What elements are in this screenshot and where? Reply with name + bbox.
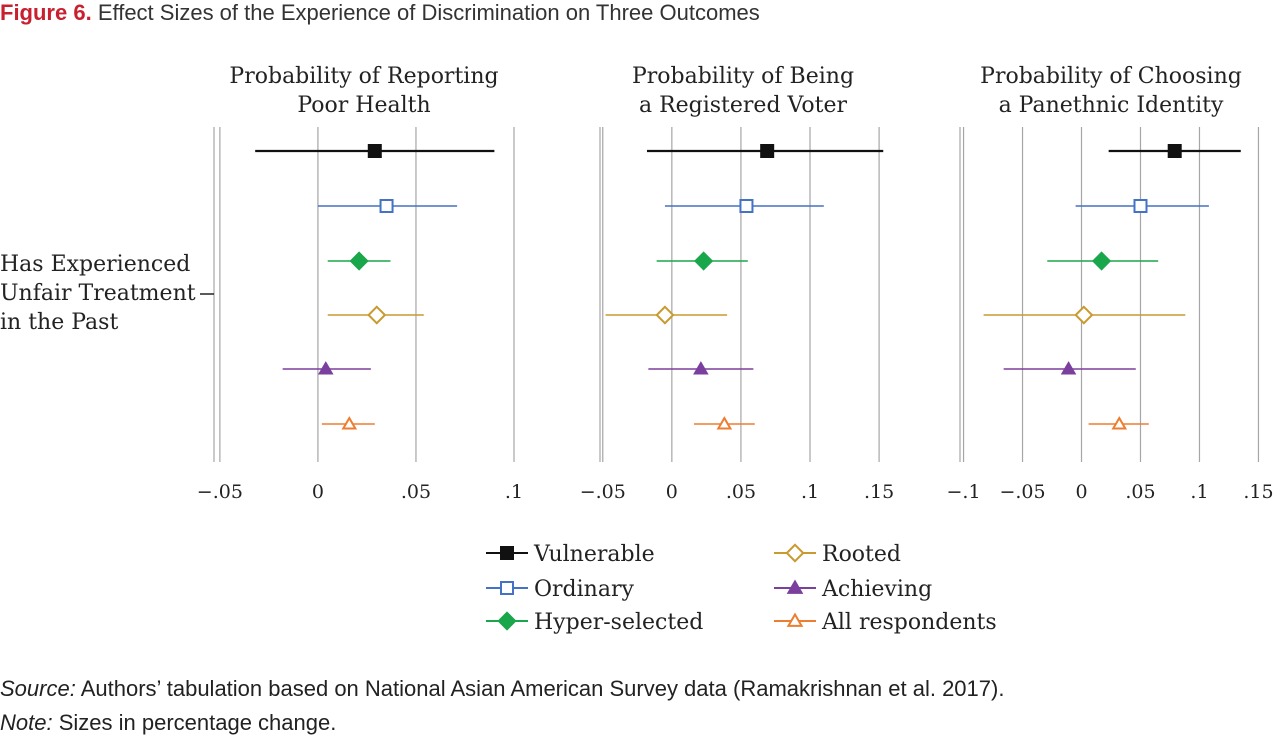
panel-1-tick-label: .05 bbox=[401, 481, 431, 503]
panel-2-achieving-point bbox=[693, 361, 709, 375]
panel-1-achieving-point bbox=[317, 361, 334, 375]
panel-2-vulnerable-point bbox=[760, 144, 775, 158]
legend-achieving-marker bbox=[786, 579, 804, 594]
row-label-line-2: Unfair Treatment bbox=[0, 281, 196, 306]
panel-2-ordinary-point bbox=[739, 199, 754, 213]
panel-1-rooted-point bbox=[367, 305, 387, 325]
row-label-line-1: Has Experienced bbox=[0, 252, 190, 277]
panel-2-title-line-1: Probability of Being bbox=[632, 64, 854, 89]
figure-label: Figure 6. bbox=[0, 0, 92, 25]
panel-1-tick-label: 0 bbox=[312, 481, 324, 503]
panel-2-all-respondents-point bbox=[716, 416, 733, 430]
panel-3-achieving-point bbox=[1060, 361, 1077, 375]
panel-3-tick-label: −.1 bbox=[947, 481, 981, 503]
legend-rooted-marker bbox=[785, 543, 805, 563]
panel-3-ordinary-point bbox=[1133, 199, 1148, 213]
legend-all-respondents-marker bbox=[786, 612, 804, 627]
panel-2-tick-label: −.05 bbox=[580, 481, 626, 503]
panel-1-all-respondents-point bbox=[341, 416, 358, 430]
panel-1-hyper-selected-point bbox=[349, 251, 369, 271]
panel-1-title-line-2: Poor Health bbox=[297, 93, 430, 118]
panel-3-title-line-2: a Panethnic Identity bbox=[999, 93, 1224, 118]
source-label: Source: bbox=[0, 676, 76, 701]
panel-3-tick-label: −.05 bbox=[999, 481, 1045, 503]
panel-3-tick-label: 0 bbox=[1075, 481, 1087, 503]
source-text: Authors’ tabulation based on National As… bbox=[80, 676, 1005, 701]
note-line: Note: Sizes in percentage change. bbox=[0, 706, 1004, 740]
legend-all-respondents-label: All respondents bbox=[821, 610, 997, 635]
panel-2-tick-label: .1 bbox=[801, 481, 819, 503]
panel-2-tick-label: 0 bbox=[666, 481, 678, 503]
panel-1-vulnerable-point bbox=[367, 144, 382, 158]
legend-vulnerable-label: Vulnerable bbox=[533, 542, 655, 567]
panel-3-tick-label: .15 bbox=[1243, 481, 1273, 503]
legend-hyper-selected-label: Hyper-selected bbox=[534, 610, 703, 635]
legend-achieving-label: Achieving bbox=[821, 577, 932, 602]
note-text: Sizes in percentage change. bbox=[58, 710, 337, 735]
panel-3-rooted-point bbox=[1074, 305, 1094, 325]
panel-3-all-respondents-point bbox=[1111, 416, 1128, 430]
legend-ordinary-label: Ordinary bbox=[534, 577, 634, 602]
source-line: Source: Authors’ tabulation based on Nat… bbox=[0, 672, 1004, 706]
panel-3-title-line-1: Probability of Choosing bbox=[980, 64, 1242, 89]
panel-2-rooted-point bbox=[655, 305, 675, 325]
figure-title: Figure 6. Effect Sizes of the Experience… bbox=[0, 0, 760, 26]
panel-1-title-line-1: Probability of Reporting bbox=[229, 64, 498, 89]
figure-title-text: Effect Sizes of the Experience of Discri… bbox=[97, 0, 760, 25]
panel-3-hyper-selected-point bbox=[1091, 251, 1112, 271]
figure-notes: Source: Authors’ tabulation based on Nat… bbox=[0, 672, 1004, 740]
panel-3-tick-label: .1 bbox=[1190, 481, 1208, 503]
legend-rooted-label: Rooted bbox=[822, 542, 901, 567]
row-label-line-3: in the Past bbox=[0, 310, 118, 335]
panel-3-vulnerable-point bbox=[1167, 144, 1182, 158]
legend-ordinary-marker bbox=[500, 581, 514, 595]
panel-2-tick-label: .15 bbox=[864, 481, 894, 503]
panel-1-tick-label: −.05 bbox=[197, 481, 243, 503]
panel-2-hyper-selected-point bbox=[694, 251, 714, 271]
forest-plot: Probability of Reporting Poor Health −.05 0… bbox=[0, 64, 1274, 635]
panel-1-tick-label: .1 bbox=[505, 481, 523, 503]
legend-vulnerable-marker bbox=[500, 546, 514, 560]
panel-3-tick-label: .05 bbox=[1125, 481, 1155, 503]
panel-2-title-line-2: a Registered Voter bbox=[639, 93, 848, 118]
note-label: Note: bbox=[0, 710, 53, 735]
panel-2-tick-label: .05 bbox=[726, 481, 756, 503]
panel-1-ordinary-point bbox=[379, 199, 394, 213]
legend-hyper-selected-marker bbox=[497, 611, 517, 631]
